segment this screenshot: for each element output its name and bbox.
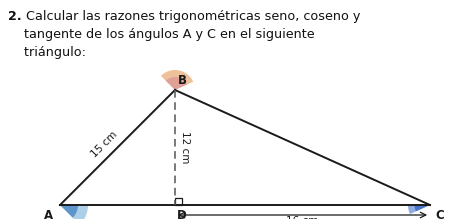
Text: Calcular las razones trigonométricas seno, coseno y: Calcular las razones trigonométricas sen… <box>22 10 361 23</box>
Polygon shape <box>414 205 430 211</box>
Polygon shape <box>408 205 430 214</box>
Polygon shape <box>166 77 187 90</box>
Text: 2.: 2. <box>8 10 22 23</box>
Text: 15 cm: 15 cm <box>89 129 119 159</box>
Polygon shape <box>60 205 88 219</box>
Polygon shape <box>161 70 193 90</box>
Text: D: D <box>177 209 187 219</box>
Text: C: C <box>435 209 444 219</box>
Text: A: A <box>44 209 53 219</box>
Text: 16 cm: 16 cm <box>286 216 319 219</box>
Text: tangente de los ángulos A y C en el siguiente: tangente de los ángulos A y C en el sigu… <box>8 28 315 41</box>
Text: B: B <box>178 74 187 87</box>
Text: 12 cm: 12 cm <box>180 131 190 164</box>
Text: triángulo:: triángulo: <box>8 46 86 59</box>
Polygon shape <box>60 205 78 218</box>
